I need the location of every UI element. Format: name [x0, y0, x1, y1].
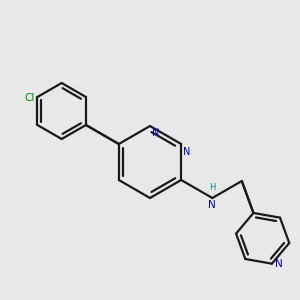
Text: N: N — [152, 128, 159, 138]
Text: Cl: Cl — [24, 93, 34, 103]
Text: N: N — [183, 147, 190, 157]
Text: N: N — [275, 259, 283, 269]
Text: N: N — [208, 200, 216, 210]
Text: H: H — [209, 183, 215, 192]
